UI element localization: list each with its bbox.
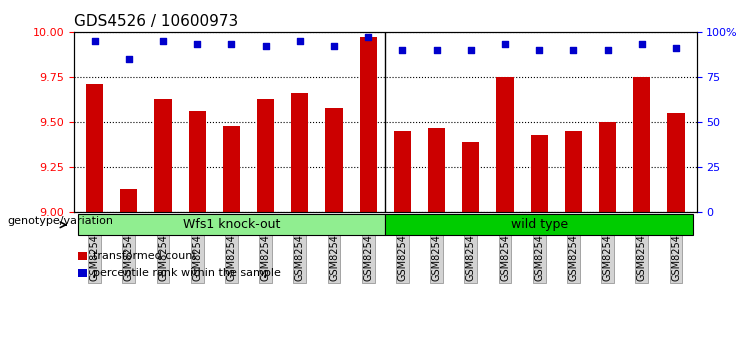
- Bar: [189, 111, 206, 212]
- Point: [636, 42, 648, 47]
- Bar: [86, 84, 103, 212]
- Bar: [428, 127, 445, 212]
- Text: transformed count: transformed count: [93, 251, 196, 261]
- Point: [225, 42, 237, 47]
- Bar: [120, 189, 137, 212]
- Bar: [257, 99, 274, 212]
- Bar: [223, 126, 240, 212]
- Point: [534, 47, 545, 53]
- Bar: [462, 142, 479, 212]
- Point: [259, 44, 271, 49]
- Text: percentile rank within the sample: percentile rank within the sample: [93, 268, 281, 278]
- Point: [157, 38, 169, 44]
- Text: GDS4526 / 10600973: GDS4526 / 10600973: [74, 14, 239, 29]
- Point: [123, 56, 135, 62]
- Point: [294, 38, 306, 44]
- Point: [396, 47, 408, 53]
- Bar: [496, 77, 514, 212]
- Bar: [325, 108, 342, 212]
- Point: [431, 47, 442, 53]
- Bar: [634, 77, 651, 212]
- Text: wild type: wild type: [511, 218, 568, 231]
- Point: [499, 42, 511, 47]
- Bar: [668, 113, 685, 212]
- Point: [89, 38, 101, 44]
- Bar: [291, 93, 308, 212]
- Bar: [599, 122, 617, 212]
- Point: [568, 47, 579, 53]
- Text: genotype/variation: genotype/variation: [7, 216, 113, 226]
- Point: [670, 45, 682, 51]
- Bar: [565, 131, 582, 212]
- Bar: [359, 37, 376, 212]
- Bar: [531, 135, 548, 212]
- Point: [602, 47, 614, 53]
- Bar: [154, 99, 172, 212]
- Bar: [394, 131, 411, 212]
- Point: [191, 42, 203, 47]
- Point: [328, 44, 340, 49]
- Point: [362, 34, 374, 40]
- Point: [465, 47, 476, 53]
- Text: Wfs1 knock-out: Wfs1 knock-out: [183, 218, 280, 231]
